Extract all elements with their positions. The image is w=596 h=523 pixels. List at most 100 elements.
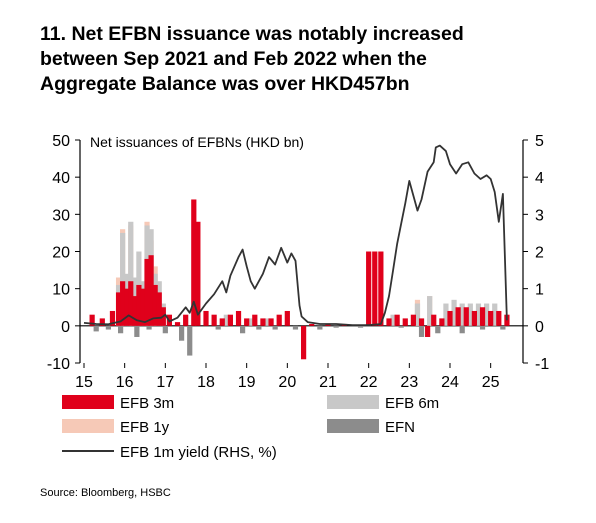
- bar-efb-3m: [268, 318, 274, 326]
- bar-efn: [240, 325, 246, 334]
- bar-efb-3m: [402, 318, 408, 326]
- bar-efb-3m: [99, 318, 105, 326]
- legend-label: EFB 6m: [385, 395, 439, 412]
- bar-efb-6m: [264, 318, 270, 326]
- legend-label: EFB 3m: [120, 395, 174, 412]
- x-tick-label: 18: [197, 374, 215, 391]
- title-line-1: 11. Net EFBN issuance was notably increa…: [40, 23, 464, 45]
- bar-efb-3m: [284, 310, 290, 326]
- bar-efn: [398, 325, 404, 328]
- bar-efb-3m: [148, 255, 154, 326]
- bar-efb-3m: [211, 314, 217, 326]
- y2-tick-label: 4: [535, 170, 544, 187]
- x-tick-label: 16: [116, 374, 134, 391]
- bar-efb-3m: [431, 314, 437, 326]
- bar-efb-3m: [174, 322, 181, 326]
- bar-efb-3m: [260, 318, 266, 326]
- bar-efb-6m: [484, 303, 490, 326]
- bar-efn: [435, 325, 441, 334]
- bar-efb-3m: [227, 314, 233, 326]
- bar-efb-3m: [455, 307, 461, 326]
- bar-efn: [272, 325, 278, 330]
- legend-swatch: [62, 419, 114, 433]
- legend-swatch: [62, 395, 114, 409]
- bar-efb-3m: [309, 323, 315, 326]
- bar-efb-6m: [467, 303, 473, 326]
- bar-efb-3m: [235, 310, 242, 326]
- y2-tick-label: 2: [535, 245, 544, 262]
- bar-efn: [134, 325, 140, 337]
- bar-efb-3m: [244, 318, 250, 326]
- x-tick-label: 15: [75, 374, 93, 391]
- bar-efb-6m: [475, 303, 482, 326]
- bar-efb-3m: [366, 251, 372, 326]
- bar-efb-3m: [425, 325, 431, 337]
- bar-efb-3m: [128, 281, 134, 326]
- bar-efb-3m: [418, 318, 425, 326]
- x-tick-label: 17: [156, 374, 174, 391]
- bar-efn: [479, 325, 486, 330]
- yield-line: [83, 144, 508, 326]
- y2-tick-label: 0: [535, 319, 544, 336]
- bar-efn: [215, 325, 221, 330]
- bar-efn: [418, 325, 425, 337]
- y-tick-label: 30: [52, 207, 70, 224]
- legend-label: EFN: [385, 419, 415, 436]
- bar-efb-3m: [447, 310, 453, 326]
- bar-efb-3m: [301, 325, 307, 360]
- legend-swatch: [327, 395, 379, 409]
- bar-efb-3m: [394, 314, 400, 326]
- bar-efn: [187, 325, 193, 356]
- bar-efb-3m: [156, 292, 162, 326]
- bar-efb-3m: [109, 310, 116, 326]
- bar-efb-3m: [120, 281, 126, 326]
- x-tick-label: 19: [238, 374, 256, 391]
- bar-efb-3m: [115, 292, 122, 326]
- y2-tick-label: -1: [535, 356, 549, 373]
- bar-efb-6m: [248, 318, 254, 326]
- bar-efb-6m: [120, 232, 126, 326]
- bar-efn: [500, 325, 506, 330]
- y-tick-label: 50: [52, 133, 70, 150]
- bar-efb-3m: [219, 318, 225, 326]
- legend-swatch: [327, 419, 379, 433]
- bar-efn: [333, 325, 339, 328]
- bar-efb-3m: [191, 199, 197, 326]
- x-tick-label: 23: [400, 374, 418, 391]
- bar-efb-3m: [386, 318, 392, 326]
- bar-efn: [256, 325, 262, 330]
- y-tick-label: 10: [52, 282, 70, 299]
- bar-efb-6m: [427, 296, 433, 326]
- bar-efb-3m: [124, 288, 130, 326]
- chart-subtitle: Net issuances of EFBNs (HKD bn): [90, 134, 304, 150]
- y2-tick-label: 3: [535, 207, 544, 224]
- bar-efb-3m: [463, 307, 469, 326]
- bar-efn: [179, 325, 185, 341]
- bar-efb-6m: [414, 303, 421, 326]
- bar-efb-3m: [439, 318, 445, 326]
- bar-efb-3m: [488, 310, 494, 326]
- bar-efn: [162, 325, 168, 334]
- x-tick-label: 21: [319, 374, 337, 391]
- bars-layer: [89, 199, 510, 360]
- chart-title: 11. Net EFBN issuance was notably increa…: [40, 22, 570, 97]
- bar-efb-6m: [492, 303, 498, 326]
- bar-efn: [459, 325, 465, 334]
- x-tick-label: 20: [278, 374, 296, 391]
- bar-efn: [118, 325, 124, 334]
- bar-efn: [317, 325, 323, 330]
- y-tick-label: -10: [47, 356, 70, 373]
- legend-label: EFB 1y: [120, 419, 170, 436]
- bar-efn: [146, 325, 152, 330]
- bar-efb-3m: [140, 288, 146, 326]
- x-tick-label: 24: [441, 374, 459, 391]
- bar-efb-3m: [471, 310, 477, 326]
- legend: EFB 3m EFB 6m EFB 1y EFN EFB 1m yield (RHS, …: [62, 395, 439, 461]
- bar-efb-6m: [443, 303, 449, 326]
- bar-efn: [357, 325, 364, 328]
- y-tick-label: 0: [61, 319, 70, 336]
- bar-efb-3m: [195, 221, 201, 326]
- title-line-2: between Sep 2021 and Feb 2022 when the: [40, 48, 427, 70]
- bar-efb-3m: [183, 314, 189, 326]
